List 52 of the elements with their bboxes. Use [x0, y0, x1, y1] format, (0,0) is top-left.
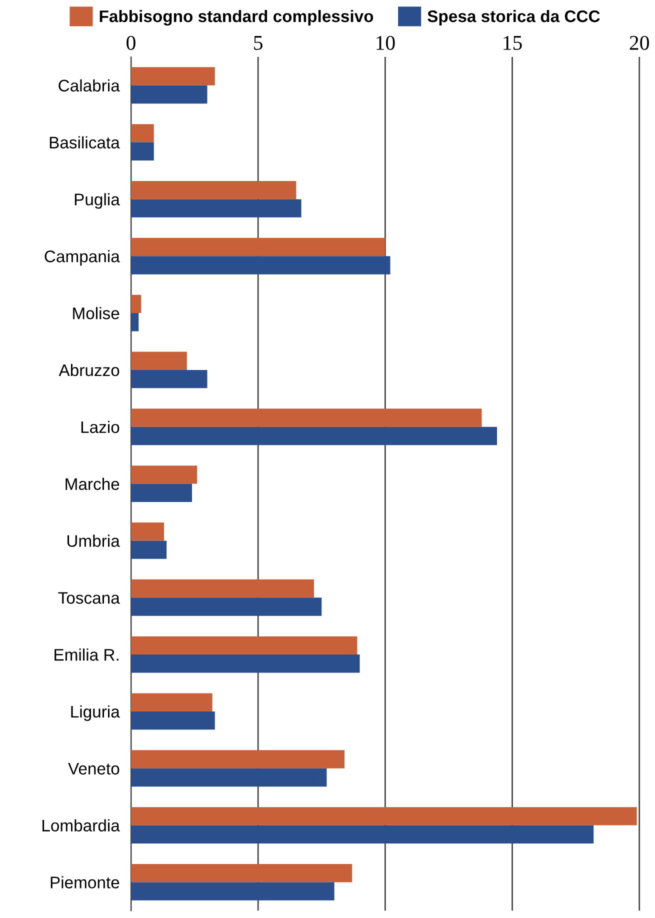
y-tick-label: Marche [66, 478, 120, 490]
y-tick-label: Abruzzo [58, 364, 120, 376]
bar [131, 768, 327, 787]
bar [131, 807, 637, 826]
x-tick-label: 0 [126, 36, 136, 50]
bar [131, 85, 208, 104]
x-tick-label: 15 [504, 36, 522, 50]
bar [131, 825, 594, 844]
y-tick-label: Calabria [58, 79, 120, 92]
bar [131, 579, 314, 598]
bar [131, 540, 167, 559]
legend-label: Spesa storica da CCC [428, 10, 600, 26]
y-tick-label: Lombardia [42, 819, 120, 832]
bar [131, 67, 215, 86]
bar [131, 408, 482, 427]
bar [131, 313, 139, 332]
legend-label: Fabbisogno standard complessivo [100, 10, 374, 26]
bar [131, 882, 334, 900]
y-tick-label: Puglia [74, 193, 120, 209]
bar [131, 636, 358, 655]
y-tick-label: Basilicata [50, 136, 120, 148]
bar [131, 750, 345, 768]
bar [131, 294, 142, 314]
x-tick-label: 20 [630, 36, 649, 50]
y-tick-label: Liguria [71, 705, 120, 721]
bar [131, 484, 192, 502]
bar [131, 124, 154, 142]
y-tick-label: Veneto [68, 762, 120, 775]
y-tick-label: Molise [73, 307, 120, 320]
y-tick-label: Campania [44, 250, 120, 266]
bar [131, 426, 498, 446]
bar [131, 199, 302, 218]
y-tick-label: Umbria [67, 534, 120, 547]
bar [131, 598, 322, 616]
bar [131, 693, 212, 712]
x-tick-label: 10 [376, 36, 395, 50]
bar [131, 711, 215, 730]
bar [131, 654, 360, 673]
y-tick-label: Emilia R. [54, 648, 118, 661]
x-tick-label: 5 [254, 36, 262, 50]
bar [131, 142, 154, 161]
y-tick-label: Toscana [58, 592, 120, 604]
bar [131, 256, 390, 274]
bar [131, 522, 164, 541]
bar [131, 370, 208, 388]
bar [131, 238, 386, 256]
bar [131, 352, 187, 370]
bar [131, 466, 198, 484]
bar [131, 180, 296, 200]
bar [131, 864, 352, 882]
y-tick-label: Piemonte [50, 876, 120, 888]
y-tick-label: Lazio [81, 420, 120, 434]
